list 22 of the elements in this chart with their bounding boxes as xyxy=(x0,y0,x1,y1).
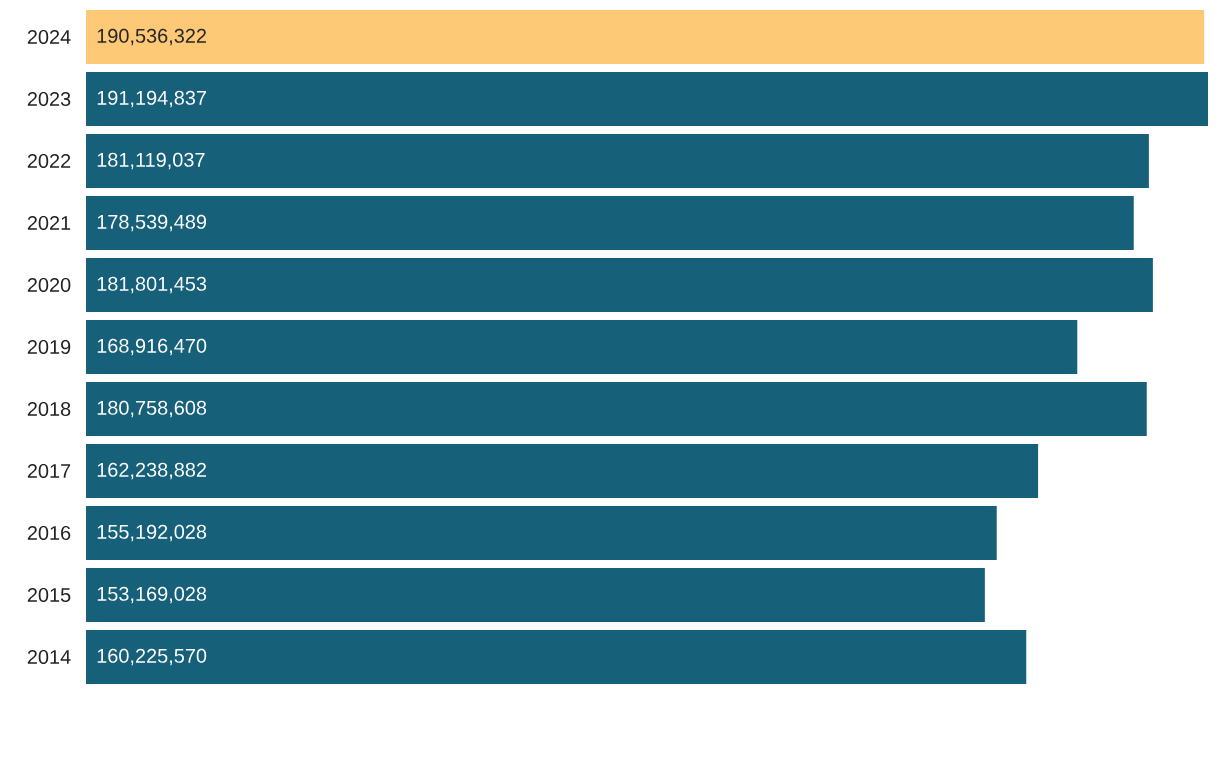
data-label: 155,192,028 xyxy=(97,524,207,542)
data-label: 181,119,037 xyxy=(97,152,205,170)
data-label: 160,225,570 xyxy=(97,648,207,666)
data-label: 181,801,453 xyxy=(97,276,207,294)
y-tick-label: 2017 xyxy=(27,463,71,479)
data-label: 162,238,882 xyxy=(97,462,206,480)
data-label: 153,169,028 xyxy=(97,586,207,604)
y-tick-label: 2019 xyxy=(27,339,71,355)
data-label: 168,916,470 xyxy=(97,338,207,356)
y-tick-label: 2021 xyxy=(27,215,71,231)
y-tick-label: 2022 xyxy=(27,153,71,169)
y-tick-label: 2016 xyxy=(27,525,71,541)
data-label: 180,758,608 xyxy=(97,400,207,418)
data-label: 178,539,489 xyxy=(97,214,207,232)
y-tick-label: 2023 xyxy=(27,91,71,107)
y-tick-label: 2014 xyxy=(27,649,71,665)
data-label: 191,194,837 xyxy=(97,90,206,108)
y-tick-label: 2015 xyxy=(27,587,71,603)
y-tick-label: 2018 xyxy=(27,401,71,417)
data-label: 190,536,322 xyxy=(97,28,206,46)
y-tick-label: 2024 xyxy=(27,29,71,45)
y-tick-label: 2020 xyxy=(27,277,71,293)
